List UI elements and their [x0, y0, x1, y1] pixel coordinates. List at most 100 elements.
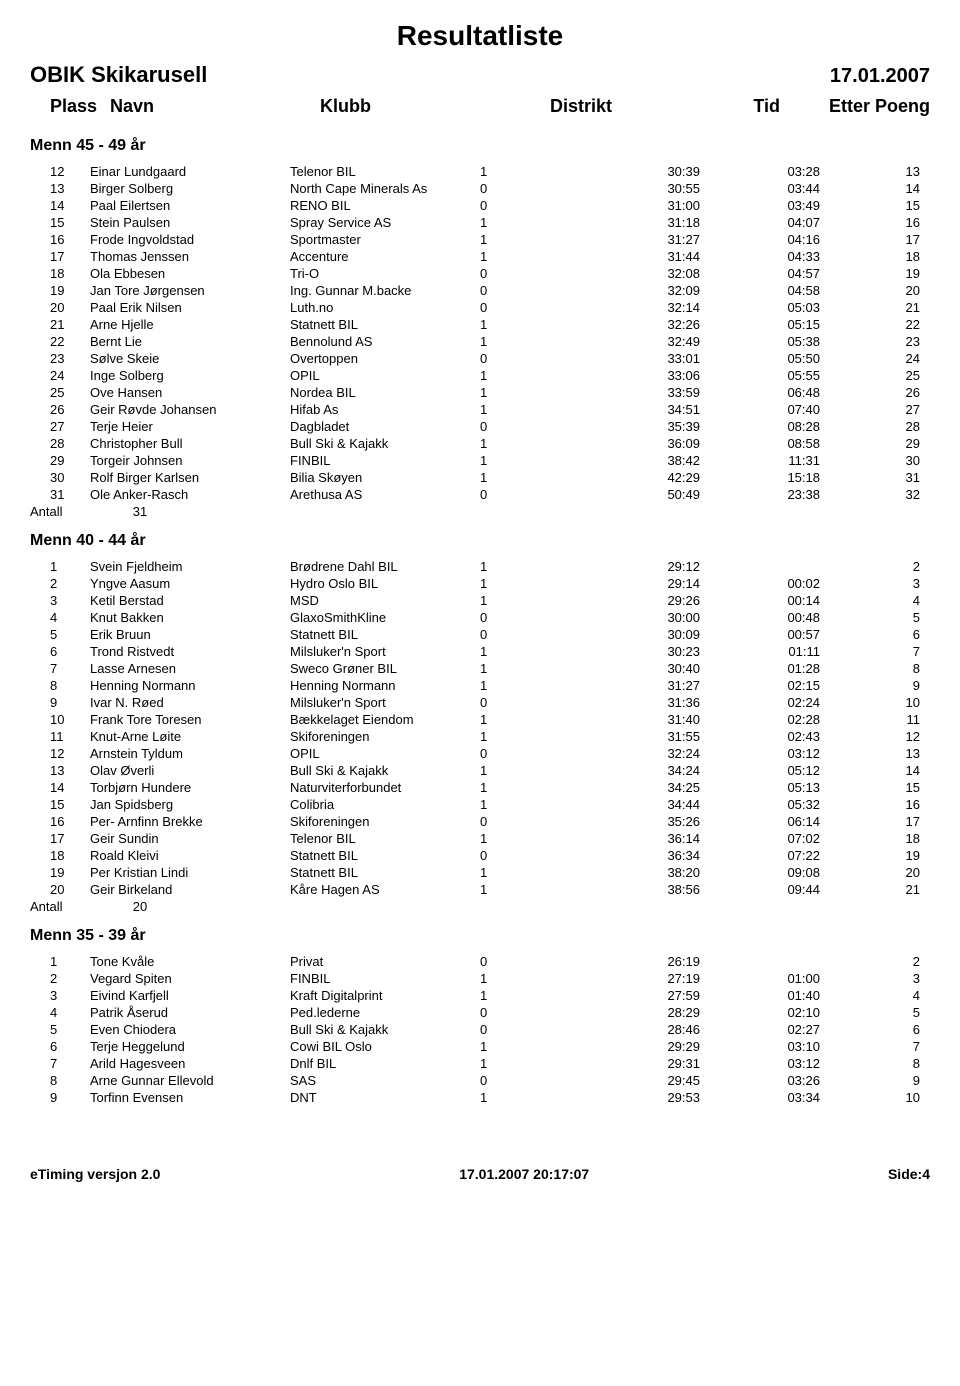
cell-poeng: 8: [820, 661, 920, 676]
antall-value: 31: [110, 504, 170, 519]
cell-poeng: 24: [820, 351, 920, 366]
cell-klubb: Telenor BIL: [290, 164, 480, 179]
cell-etter: 05:38: [700, 334, 820, 349]
cell-poeng: 19: [820, 266, 920, 281]
cell-plass: 21: [50, 317, 90, 332]
cell-navn: Knut-Arne Løite: [90, 729, 290, 744]
cell-etter: 04:16: [700, 232, 820, 247]
cell-etter: 09:08: [700, 865, 820, 880]
col-klubb: Klubb: [320, 96, 550, 117]
result-row: 2Vegard SpitenFINBIL127:1901:003: [30, 970, 930, 987]
cell-poeng: 3: [820, 576, 920, 591]
cell-distrikt: 0: [480, 695, 560, 710]
cell-plass: 14: [50, 198, 90, 213]
col-distrikt: Distrikt: [550, 96, 690, 117]
col-tid: Tid: [690, 96, 780, 117]
cell-distrikt: 1: [480, 644, 560, 659]
antall-value: 20: [110, 899, 170, 914]
cell-plass: 15: [50, 215, 90, 230]
cell-distrikt: 1: [480, 402, 560, 417]
cell-tid: 34:44: [560, 797, 700, 812]
event-date: 17.01.2007: [830, 65, 930, 88]
cell-plass: 29: [50, 453, 90, 468]
cell-navn: Thomas Jenssen: [90, 249, 290, 264]
result-row: 1Tone KvålePrivat026:192: [30, 953, 930, 970]
cell-navn: Arild Hagesveen: [90, 1056, 290, 1071]
result-row: 14Torbjørn HundereNaturviterforbundet134…: [30, 779, 930, 796]
cell-klubb: DNT: [290, 1090, 480, 1105]
cell-tid: 29:14: [560, 576, 700, 591]
section-title: Menn 35 - 39 år: [30, 927, 930, 945]
cell-plass: 7: [50, 661, 90, 676]
cell-navn: Arne Hjelle: [90, 317, 290, 332]
cell-tid: 29:29: [560, 1039, 700, 1054]
cell-plass: 30: [50, 470, 90, 485]
cell-tid: 28:46: [560, 1022, 700, 1037]
cell-navn: Stein Paulsen: [90, 215, 290, 230]
cell-distrikt: 1: [480, 470, 560, 485]
cell-klubb: OPIL: [290, 368, 480, 383]
result-row: 26Geir Røvde JohansenHifab As134:5107:40…: [30, 401, 930, 418]
cell-etter: 03:12: [700, 1056, 820, 1071]
cell-poeng: 16: [820, 797, 920, 812]
cell-klubb: Telenor BIL: [290, 831, 480, 846]
cell-distrikt: 0: [480, 266, 560, 281]
cell-klubb: Statnett BIL: [290, 627, 480, 642]
cell-klubb: Dnlf BIL: [290, 1056, 480, 1071]
cell-navn: Olav Øverli: [90, 763, 290, 778]
cell-distrikt: 1: [480, 882, 560, 897]
cell-poeng: 3: [820, 971, 920, 986]
result-row: 12Einar LundgaardTelenor BIL130:3903:281…: [30, 163, 930, 180]
cell-poeng: 21: [820, 882, 920, 897]
cell-navn: Arnstein Tyldum: [90, 746, 290, 761]
cell-klubb: Naturviterforbundet: [290, 780, 480, 795]
cell-navn: Christopher Bull: [90, 436, 290, 451]
cell-plass: 17: [50, 249, 90, 264]
cell-tid: 32:24: [560, 746, 700, 761]
cell-tid: 35:39: [560, 419, 700, 434]
cell-navn: Jan Tore Jørgensen: [90, 283, 290, 298]
result-row: 14Paal EilertsenRENO BIL031:0003:4915: [30, 197, 930, 214]
cell-klubb: Bennolund AS: [290, 334, 480, 349]
result-row: 2Yngve AasumHydro Oslo BIL129:1400:023: [30, 575, 930, 592]
cell-etter: 08:28: [700, 419, 820, 434]
cell-navn: Ivar N. Røed: [90, 695, 290, 710]
cell-etter: 02:27: [700, 1022, 820, 1037]
cell-poeng: 10: [820, 1090, 920, 1105]
cell-etter: 04:58: [700, 283, 820, 298]
cell-distrikt: 1: [480, 971, 560, 986]
cell-poeng: 2: [820, 559, 920, 574]
cell-tid: 38:42: [560, 453, 700, 468]
cell-tid: 32:08: [560, 266, 700, 281]
cell-navn: Knut Bakken: [90, 610, 290, 625]
result-row: 17Thomas JenssenAccenture131:4404:3318: [30, 248, 930, 265]
cell-etter: 03:49: [700, 198, 820, 213]
result-row: 1Svein FjeldheimBrødrene Dahl BIL129:122: [30, 558, 930, 575]
cell-distrikt: 1: [480, 249, 560, 264]
cell-distrikt: 0: [480, 419, 560, 434]
cell-distrikt: 0: [480, 848, 560, 863]
cell-poeng: 8: [820, 1056, 920, 1071]
result-row: 18Roald KleiviStatnett BIL036:3407:2219: [30, 847, 930, 864]
cell-plass: 22: [50, 334, 90, 349]
cell-navn: Frode Ingvoldstad: [90, 232, 290, 247]
cell-poeng: 14: [820, 763, 920, 778]
result-row: 24Inge SolbergOPIL133:0605:5525: [30, 367, 930, 384]
cell-etter: 05:55: [700, 368, 820, 383]
cell-tid: 32:14: [560, 300, 700, 315]
result-row: 13Olav ØverliBull Ski & Kajakk134:2405:1…: [30, 762, 930, 779]
cell-poeng: 5: [820, 1005, 920, 1020]
cell-navn: Ketil Berstad: [90, 593, 290, 608]
cell-poeng: 9: [820, 1073, 920, 1088]
result-row: 23Sølve SkeieOvertoppen033:0105:5024: [30, 350, 930, 367]
cell-navn: Bernt Lie: [90, 334, 290, 349]
result-row: 4Knut BakkenGlaxoSmithKline030:0000:485: [30, 609, 930, 626]
cell-plass: 27: [50, 419, 90, 434]
cell-plass: 5: [50, 627, 90, 642]
cell-tid: 28:29: [560, 1005, 700, 1020]
cell-plass: 8: [50, 678, 90, 693]
cell-navn: Henning Normann: [90, 678, 290, 693]
cell-etter: 01:00: [700, 971, 820, 986]
event-name: OBIK Skikarusell: [30, 62, 207, 88]
cell-poeng: 4: [820, 593, 920, 608]
